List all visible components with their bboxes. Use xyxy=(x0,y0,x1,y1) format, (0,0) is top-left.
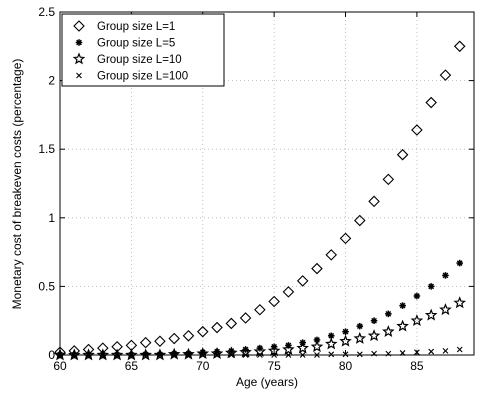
data-point xyxy=(324,337,338,350)
data-point xyxy=(139,348,152,361)
data-point xyxy=(339,334,352,347)
data-point xyxy=(442,347,449,354)
data-point xyxy=(399,302,406,309)
data-point xyxy=(353,331,367,344)
series-2 xyxy=(56,259,464,359)
data-point xyxy=(370,317,378,324)
legend: Group size L=1 Group size L=5 Group size L… xyxy=(61,13,225,87)
data-point xyxy=(327,332,335,340)
data-point xyxy=(97,342,109,354)
data-point xyxy=(154,335,166,348)
legend-marker xyxy=(76,72,82,79)
legend-label: Group size L=100 xyxy=(97,71,188,83)
x-tick-label: 75 xyxy=(267,359,281,373)
data-point xyxy=(253,344,267,357)
data-point xyxy=(225,317,238,330)
y-tick-label: 2.5 xyxy=(38,5,55,19)
data-point xyxy=(325,249,338,261)
x-tick-label: 80 xyxy=(339,359,353,373)
data-point xyxy=(82,348,95,361)
legend-label: Group size L=10 xyxy=(97,54,182,66)
y-tick-label: 0 xyxy=(48,348,55,362)
data-point xyxy=(428,348,435,355)
data-point xyxy=(396,148,409,161)
x-tick-label: 60 xyxy=(53,359,67,373)
x-tick-label: 65 xyxy=(125,359,139,373)
data-point xyxy=(139,336,152,349)
data-point xyxy=(282,286,295,298)
data-point xyxy=(182,330,195,342)
legend-label: Group size L=5 xyxy=(97,38,175,50)
legend-marker xyxy=(75,39,83,46)
data-point xyxy=(210,347,224,359)
y-tick-label: 0.5 xyxy=(38,279,55,293)
data-point xyxy=(254,303,266,316)
data-point xyxy=(368,195,380,208)
data-point xyxy=(442,272,449,279)
data-point xyxy=(296,275,309,287)
data-point xyxy=(439,303,452,316)
data-point xyxy=(342,328,349,335)
data-point xyxy=(96,348,110,361)
data-point xyxy=(268,295,280,308)
x-tick-label: 85 xyxy=(410,359,424,373)
data-point xyxy=(382,173,395,186)
data-point xyxy=(453,40,466,53)
data-point xyxy=(410,314,424,327)
data-point xyxy=(439,69,452,81)
data-point xyxy=(282,342,295,355)
data-point xyxy=(167,347,181,360)
data-point xyxy=(411,124,423,136)
data-point xyxy=(427,283,435,290)
data-point xyxy=(456,259,464,267)
marks-layer xyxy=(53,40,467,361)
data-point xyxy=(453,296,467,309)
legend-label: Group size L=1 xyxy=(97,21,175,33)
data-point xyxy=(239,312,252,324)
y-tick-label: 1 xyxy=(48,211,55,225)
y-tick-label: 2 xyxy=(48,74,55,88)
y-axis-label: Monetary cost of breakeven costs (percen… xyxy=(10,59,24,310)
x-tick-label: 70 xyxy=(196,359,210,373)
plot-frame xyxy=(59,11,475,356)
data-point xyxy=(296,341,309,354)
series-3 xyxy=(53,296,467,361)
data-point xyxy=(385,310,392,318)
data-point xyxy=(413,292,421,300)
data-point xyxy=(396,319,409,332)
data-point xyxy=(356,351,363,358)
data-point xyxy=(196,347,210,359)
data-point xyxy=(125,348,138,361)
legend-box xyxy=(61,13,225,87)
data-point xyxy=(53,348,67,361)
data-point xyxy=(313,336,321,344)
data-point xyxy=(182,347,195,360)
data-point xyxy=(339,232,352,245)
data-point xyxy=(354,214,366,227)
data-point xyxy=(424,308,438,321)
data-point xyxy=(153,348,167,361)
y-tick-label: 1.5 xyxy=(38,142,55,156)
data-point xyxy=(310,340,324,353)
data-point xyxy=(67,348,81,361)
data-point xyxy=(311,262,323,275)
data-point xyxy=(382,325,395,338)
legend-marker xyxy=(73,20,85,32)
x-axis-label: Age (years) xyxy=(236,375,298,389)
data-point xyxy=(328,351,335,358)
data-point xyxy=(356,322,364,330)
legend-marker xyxy=(72,52,86,65)
data-point xyxy=(211,321,223,334)
series-1 xyxy=(54,40,466,359)
data-point xyxy=(456,346,463,353)
data-point xyxy=(168,332,180,345)
data-point xyxy=(367,329,381,342)
data-point xyxy=(196,325,209,338)
data-point xyxy=(110,348,124,361)
data-point xyxy=(425,96,437,109)
ticks-layer: 60 65 70 75 80 85 0 0.5 1 1.5 2 2.5 xyxy=(38,5,474,373)
